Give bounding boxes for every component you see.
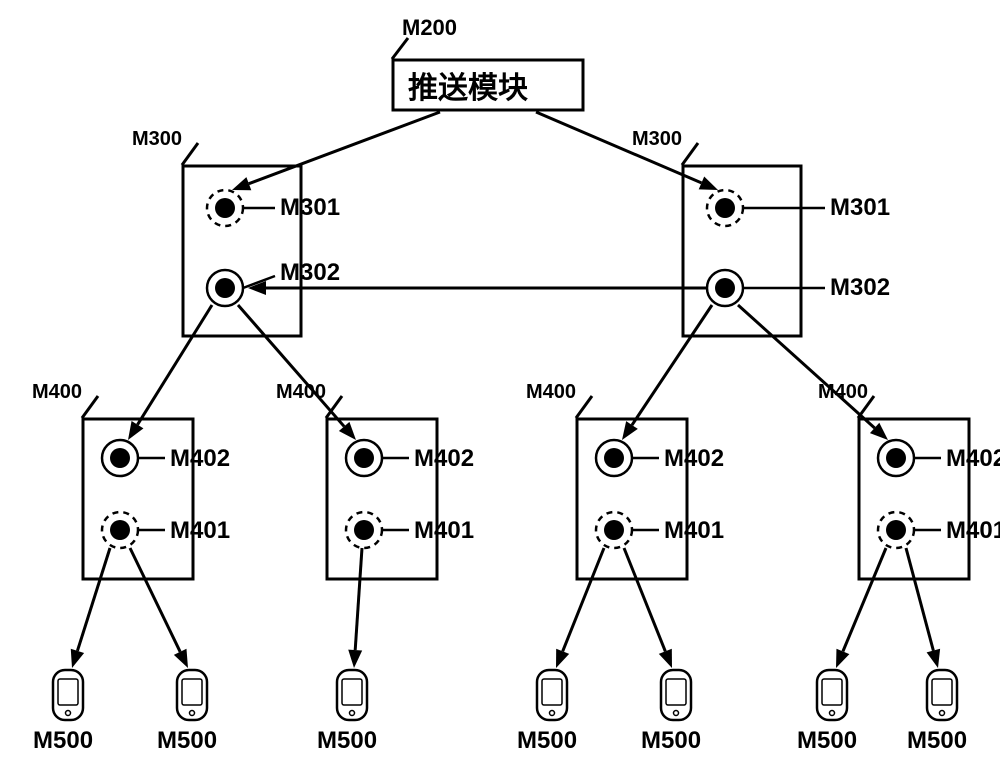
svg-text:M400: M400 xyxy=(276,381,326,403)
device-label: M500 xyxy=(317,727,377,754)
device-label: M500 xyxy=(33,727,93,754)
svg-text:M400: M400 xyxy=(32,381,82,403)
leaf-module: M400 M402 M401 xyxy=(276,381,474,579)
device-icon: M500 xyxy=(157,670,217,754)
device-label: M500 xyxy=(797,727,857,754)
device-icon: M500 xyxy=(797,670,857,754)
device-label: M500 xyxy=(157,727,217,754)
svg-text:M300: M300 xyxy=(132,128,182,150)
node-label: M402 xyxy=(664,445,724,472)
node-label: M301 xyxy=(830,194,890,221)
svg-text:M200: M200 xyxy=(402,15,457,40)
svg-text:M400: M400 xyxy=(818,381,868,403)
root-module: M200 推送模块 xyxy=(392,15,583,110)
device-icon: M500 xyxy=(641,670,701,754)
devices-layer: M500 M500 M500 M500 M500 M500 M500 xyxy=(33,670,967,754)
svg-text:M400: M400 xyxy=(526,381,576,403)
node-label: M402 xyxy=(414,445,474,472)
device-icon: M500 xyxy=(33,670,93,754)
node-label: M401 xyxy=(664,517,724,544)
mid-module: M300 M301 M302 xyxy=(632,128,890,336)
device-label: M500 xyxy=(907,727,967,754)
node-label: M401 xyxy=(946,517,1000,544)
svg-text:M300: M300 xyxy=(632,128,682,150)
device-label: M500 xyxy=(641,727,701,754)
diagram-canvas: M200 推送模块 M300 M301 M302 M300 M301 M302 M400 M402… xyxy=(0,0,1000,761)
node-label: M401 xyxy=(414,517,474,544)
device-icon: M500 xyxy=(517,670,577,754)
node-label: M302 xyxy=(830,274,890,301)
node-label: M302 xyxy=(280,259,340,286)
mid-module: M300 M301 M302 xyxy=(132,128,340,336)
node-label: M402 xyxy=(170,445,230,472)
node-label: M401 xyxy=(170,517,230,544)
device-icon: M500 xyxy=(317,670,377,754)
node-label: M301 xyxy=(280,194,340,221)
device-label: M500 xyxy=(517,727,577,754)
leaf-module: M400 M402 M401 xyxy=(818,381,1000,579)
device-icon: M500 xyxy=(907,670,967,754)
node-label: M402 xyxy=(946,445,1000,472)
root-label: 推送模块 xyxy=(408,72,528,105)
